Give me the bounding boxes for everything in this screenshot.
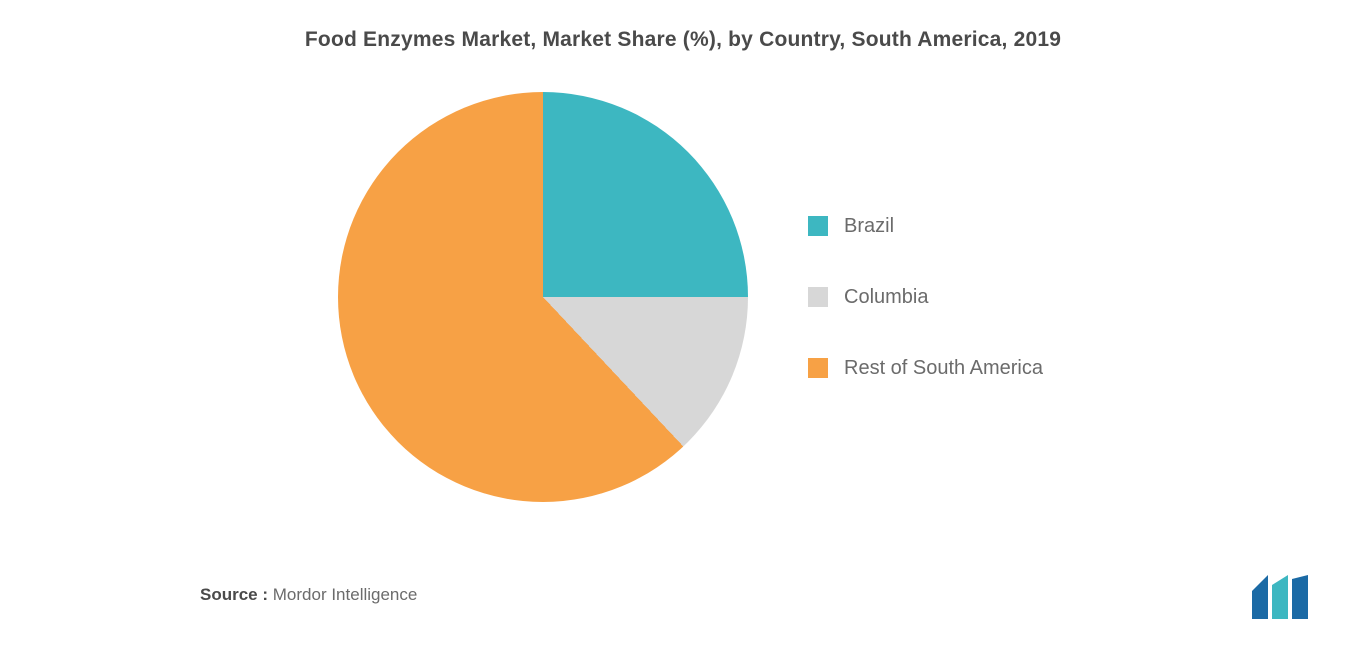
plot-row: Brazil Columbia Rest of South America [100,62,1306,532]
chart-container: Food Enzymes Market, Market Share (%), b… [0,0,1366,655]
source-attribution: Source : Mordor Intelligence [200,585,417,605]
legend-label: Brazil [844,215,894,238]
chart-title: Food Enzymes Market, Market Share (%), b… [60,28,1306,52]
source-value: Mordor Intelligence [273,585,418,604]
source-label: Source : [200,585,268,604]
legend-label: Rest of South America [844,357,1043,380]
legend-item-columbia: Columbia [808,286,1068,309]
legend-swatch [808,358,828,378]
legend: Brazil Columbia Rest of South America [808,215,1068,380]
legend-item-brazil: Brazil [808,215,1068,238]
legend-swatch [808,216,828,236]
legend-swatch [808,287,828,307]
legend-label: Columbia [844,286,928,309]
brand-logo [1246,575,1326,625]
pie-wrap [338,92,748,502]
legend-item-rest: Rest of South America [808,357,1068,380]
pie-chart [338,92,748,502]
logo-bars-icon [1252,575,1308,619]
